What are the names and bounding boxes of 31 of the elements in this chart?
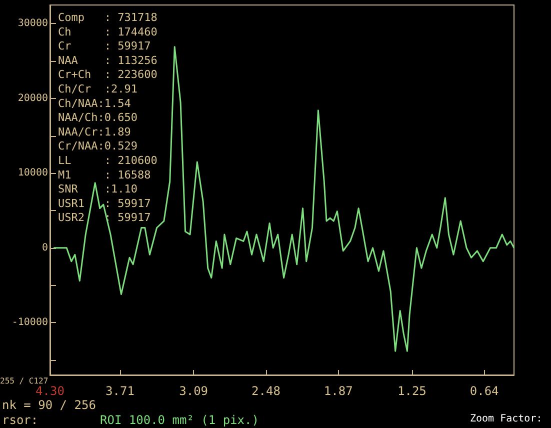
annotation: Cr/NAA:0.529	[58, 140, 138, 153]
x-tick-label: 4.30	[36, 384, 64, 398]
text: rsor:	[2, 413, 38, 427]
y-tick-label: 30000	[18, 18, 48, 30]
x-tick-label: 2.48	[252, 384, 280, 398]
y-tick-label: -10000	[12, 317, 48, 328]
y-tick-label: 20000	[18, 92, 48, 104]
annotation: NAA/Ch:0.650	[58, 111, 138, 124]
x-tick-label: 3.09	[179, 384, 208, 398]
text: nk = 90 / 256	[2, 398, 96, 412]
x-tick-label: 0.64	[470, 384, 499, 398]
text: 255 / C127	[0, 376, 48, 386]
x-tick-label: 1.87	[324, 384, 353, 398]
annotation: USR1 : 59917	[58, 196, 151, 210]
annotation: Cr : 59917	[58, 40, 151, 53]
annotation: Comp : 731718	[58, 11, 158, 24]
y-tick-label: 10000	[18, 168, 48, 179]
x-tick-label: 3.71	[106, 384, 134, 398]
x-tick-label: 1.25	[397, 384, 426, 398]
annotation: Ch : 174460	[58, 25, 158, 38]
annotation: M1 : 16588	[58, 168, 151, 182]
annotation: Ch/NAA:1.54	[58, 96, 132, 110]
text: ROI 100.0 mm² (1 pix.)	[100, 413, 259, 427]
annotation: SNR :1.10	[58, 182, 138, 196]
text: Zoom Factor:	[470, 414, 542, 424]
annotation: Ch/Cr :2.91	[58, 82, 138, 96]
annotation: NAA : 113256	[58, 54, 158, 67]
y-tick-label: 0	[42, 242, 48, 254]
annotation: LL : 210600	[58, 154, 158, 167]
annotation: Cr+Ch : 223600	[58, 68, 158, 82]
annotation: NAA/Cr:1.89	[58, 125, 131, 138]
